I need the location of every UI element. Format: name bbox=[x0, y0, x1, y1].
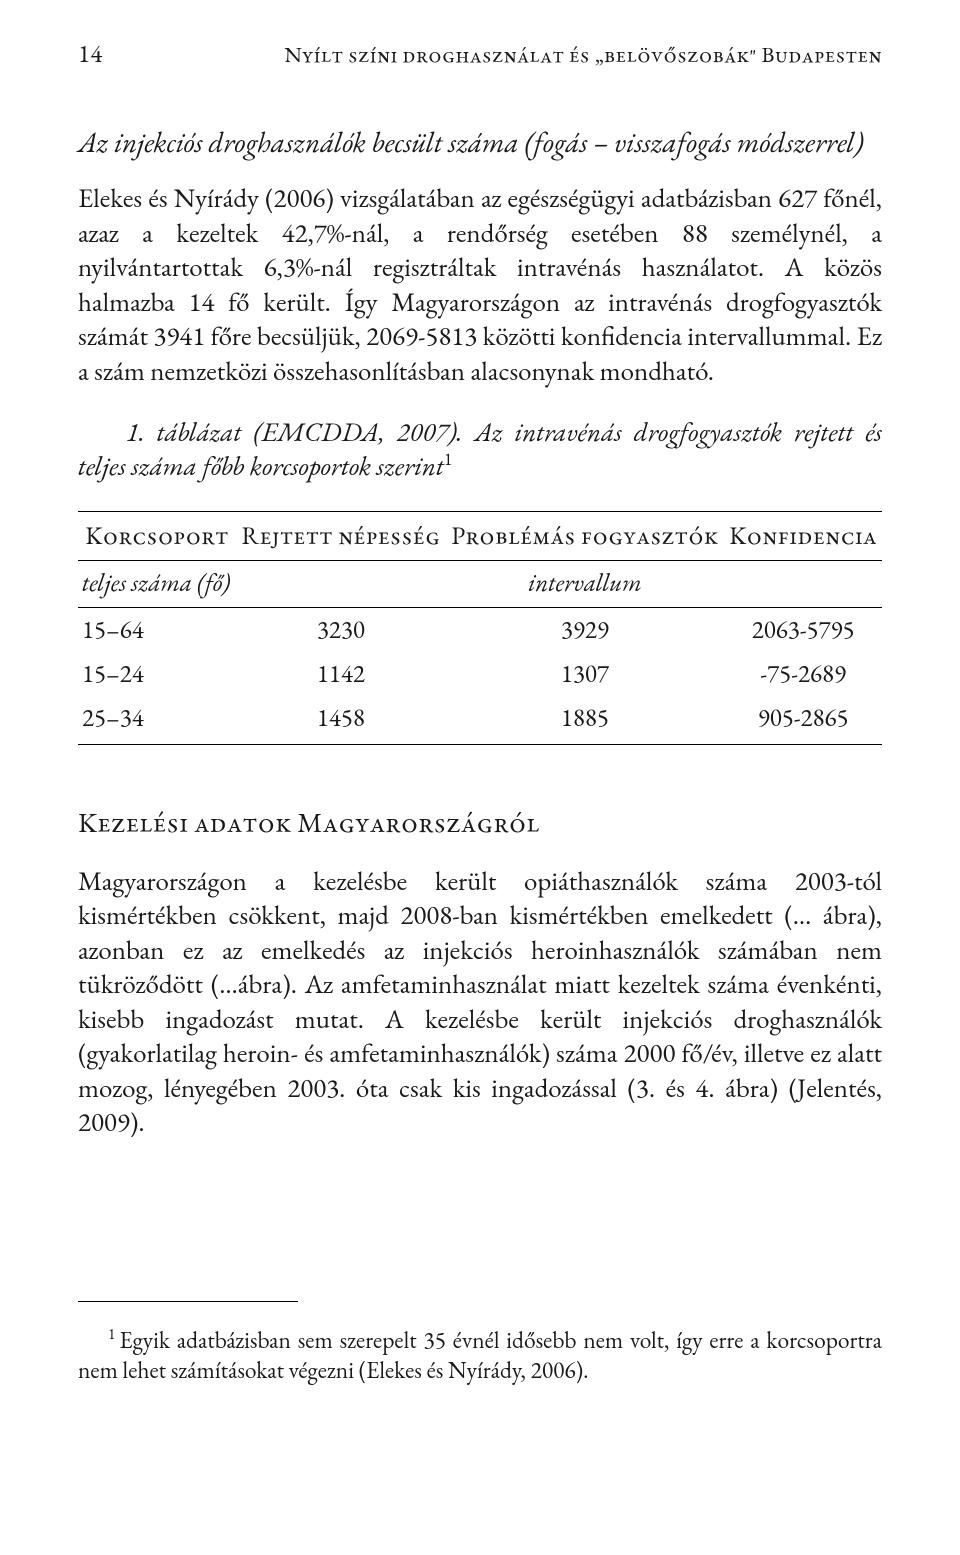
table-row: 25–34 1458 1885 905-2865 bbox=[78, 696, 882, 745]
table-cell: 1307 bbox=[446, 652, 725, 696]
data-table: Korcsoport Rejtett népesség Problémás fo… bbox=[78, 511, 882, 745]
table-cell: 905-2865 bbox=[724, 696, 882, 745]
table-cell-empty bbox=[724, 560, 882, 607]
section-2-heading: Kezelési adatok Magyarországról bbox=[78, 805, 882, 841]
section-title: Az injekciós droghasználók becsült száma… bbox=[78, 124, 882, 160]
table-cell: -75-2689 bbox=[724, 652, 882, 696]
table-row: 15–64 3230 3929 2063-5795 bbox=[78, 607, 882, 652]
table-cell: 15–24 bbox=[78, 652, 236, 696]
paragraph-2: Magyarországon a kezelésbe került opiáth… bbox=[78, 865, 882, 1141]
table-cell: 1458 bbox=[236, 696, 445, 745]
table-cell: 2063-5795 bbox=[724, 607, 882, 652]
table-header: Konfidencia bbox=[724, 511, 882, 560]
footnote-text: Egyik adatbázisban sem szerepelt 35 évné… bbox=[78, 1325, 882, 1386]
table-cell: 3929 bbox=[446, 607, 725, 652]
footnote-rule bbox=[78, 1301, 298, 1302]
table-subheader-row: teljes száma (fő) intervallum bbox=[78, 560, 882, 607]
table-subheader: intervallum bbox=[446, 560, 725, 607]
table-cell: 3230 bbox=[236, 607, 445, 652]
table-header: Problémás fogyasztók bbox=[446, 511, 725, 560]
footnote-marker: 1 bbox=[78, 1324, 119, 1344]
footnote: 1Egyik adatbázisban sem szerepelt 35 évn… bbox=[78, 1326, 882, 1386]
table-cell: 1885 bbox=[446, 696, 725, 745]
table-cell: 1142 bbox=[236, 652, 445, 696]
table-header-row: Korcsoport Rejtett népesség Problémás fo… bbox=[78, 511, 882, 560]
table-row: 15–24 1142 1307 -75-2689 bbox=[78, 652, 882, 696]
table-caption-text: 1. táblázat (EMCDDA, 2007). Az intravéná… bbox=[78, 415, 882, 485]
running-title: Nyílt színi droghasználat és „belövőszob… bbox=[284, 40, 882, 69]
table-caption: 1. táblázat (EMCDDA, 2007). Az intravéná… bbox=[78, 416, 882, 485]
table-header: Rejtett népesség bbox=[236, 511, 445, 560]
page-number: 14 bbox=[78, 38, 103, 70]
table-header: Korcsoport bbox=[78, 511, 236, 560]
running-head: 14 Nyílt színi droghasználat és „belövős… bbox=[78, 38, 882, 70]
table-cell-empty bbox=[236, 560, 445, 607]
table-subheader: teljes száma (fő) bbox=[78, 560, 236, 607]
table-cell: 15–64 bbox=[78, 607, 236, 652]
page: 14 Nyílt színi droghasználat és „belövős… bbox=[0, 0, 960, 1555]
footnote-ref-1: 1 bbox=[444, 448, 452, 471]
table-cell: 25–34 bbox=[78, 696, 236, 745]
paragraph-1: Elekes és Nyírády (2006) vizsgálatában a… bbox=[78, 182, 882, 389]
